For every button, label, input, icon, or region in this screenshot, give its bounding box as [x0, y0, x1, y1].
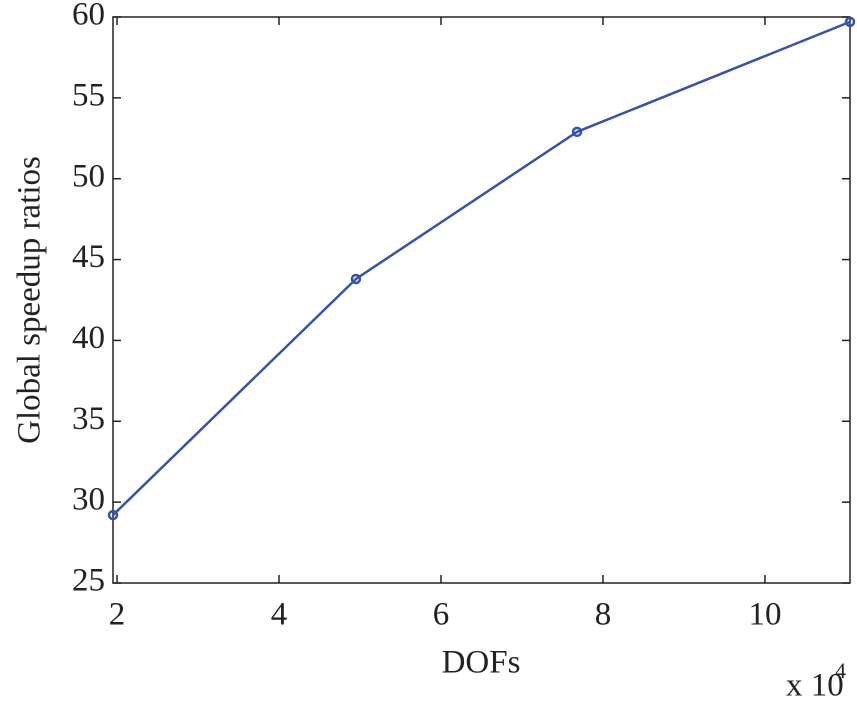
- x-tick-label: 6: [433, 597, 450, 633]
- data-point: [107, 509, 119, 521]
- x-axis-label: DOFs: [442, 645, 521, 681]
- data-point: [350, 273, 362, 285]
- data-point: [844, 16, 856, 28]
- x-tick-label: 4: [271, 597, 288, 633]
- y-tick-label: 50: [72, 158, 105, 194]
- y-axis-label: Global speedup ratios: [12, 156, 48, 444]
- data-line: [112, 20, 851, 516]
- y-tick-label: 40: [72, 320, 105, 356]
- x-scale-base: x 10: [786, 668, 844, 704]
- y-tick-label: 55: [72, 77, 105, 113]
- x-tick-label: 8: [595, 597, 612, 633]
- data-point: [571, 126, 583, 138]
- y-tick-label: 45: [72, 239, 105, 275]
- y-tick-label: 35: [72, 401, 105, 437]
- y-tick-label: 30: [72, 482, 105, 518]
- plot-frame: [112, 16, 851, 584]
- y-tick-label: 60: [72, 0, 105, 33]
- x-tick-label: 2: [109, 597, 126, 633]
- y-tick-label: 25: [72, 563, 105, 599]
- x-scale-exponent: 4: [835, 658, 846, 683]
- x-tick-label: 10: [748, 597, 781, 633]
